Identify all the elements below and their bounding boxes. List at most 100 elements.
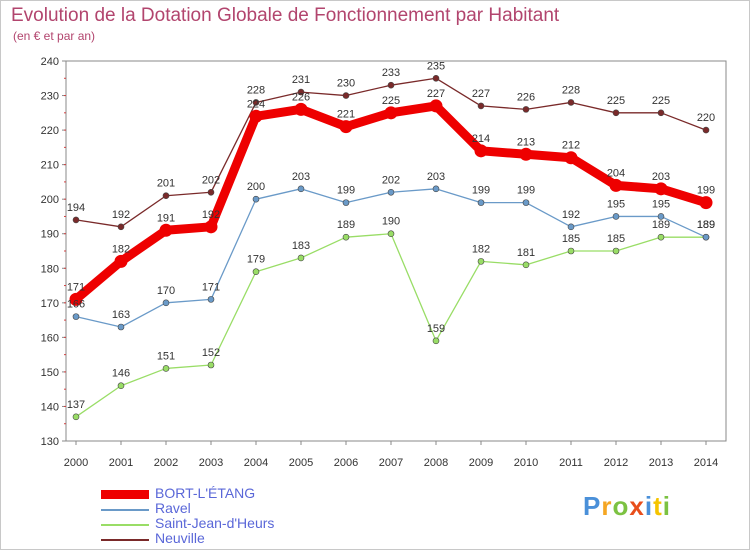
- data-label: 189: [652, 219, 670, 231]
- data-label: 171: [202, 281, 220, 293]
- legend-label: Ravel: [155, 500, 191, 516]
- data-point: [609, 178, 623, 192]
- data-point: [69, 292, 83, 306]
- data-label: 214: [472, 133, 490, 145]
- data-label: 181: [517, 247, 535, 259]
- proxiti-logo: Proxiti: [583, 491, 671, 521]
- data-label: 183: [292, 240, 310, 252]
- data-label: 137: [67, 399, 85, 411]
- data-point: [252, 268, 260, 276]
- data-label: 199: [337, 185, 355, 197]
- data-label: 189: [337, 219, 355, 231]
- data-label: 182: [472, 243, 490, 255]
- data-label: 230: [337, 78, 355, 90]
- data-point: [702, 233, 710, 241]
- x-tick-label: 2011: [559, 457, 583, 469]
- data-label: 192: [112, 209, 130, 221]
- x-tick-label: 2000: [64, 457, 88, 469]
- data-label: 233: [382, 67, 400, 79]
- data-point: [159, 223, 173, 237]
- data-point: [117, 223, 125, 231]
- data-labels: 171 182 191 192 224 226 221 225 227 214 213 212 204 2…: [67, 60, 715, 411]
- data-point: [297, 88, 305, 96]
- chart-subtitle: (en € et par an): [13, 29, 96, 43]
- data-label: 225: [607, 95, 625, 107]
- data-label: 199: [697, 185, 715, 197]
- data-point: [297, 254, 305, 262]
- legend-item: BORT-L'ÉTANG: [101, 485, 361, 502]
- data-point: [657, 233, 665, 241]
- data-label: 171: [67, 281, 85, 293]
- legend: BORT-L'ÉTANG Ravel Saint-Jean-d'Heurs Neuvi…: [101, 485, 361, 547]
- data-label: 201: [157, 178, 175, 190]
- x-tick-label: 2012: [604, 457, 628, 469]
- data-point: [654, 182, 668, 196]
- data-point: [342, 233, 350, 241]
- data-point: [612, 213, 620, 220]
- data-point: [114, 254, 128, 268]
- data-point: [297, 185, 305, 193]
- legend-label: Neuville: [155, 530, 205, 546]
- legend-swatch: [101, 490, 149, 499]
- data-point: [519, 147, 533, 161]
- legend-swatch: [101, 539, 149, 541]
- y-tick-label: 150: [41, 367, 59, 379]
- y-tick-label: 240: [41, 56, 59, 68]
- data-point: [612, 247, 620, 255]
- data-point: [522, 199, 530, 206]
- legend-item: Neuville: [101, 530, 361, 547]
- data-point: [207, 361, 215, 369]
- data-label: 195: [652, 198, 670, 210]
- data-label: 189: [697, 219, 715, 231]
- data-label: 225: [382, 95, 400, 107]
- data-label: 194: [67, 202, 85, 214]
- legend-swatch: [101, 509, 149, 511]
- data-label: 221: [337, 109, 355, 121]
- data-label: 185: [607, 233, 625, 245]
- data-label: 163: [112, 309, 130, 321]
- data-label: 151: [157, 350, 175, 362]
- x-tick-label: 2003: [199, 457, 223, 469]
- x-tick-label: 2008: [424, 457, 448, 469]
- x-tick-label: 2002: [154, 457, 178, 469]
- data-label: 231: [292, 74, 310, 86]
- legend-swatch: [101, 524, 149, 526]
- data-label: 202: [202, 174, 220, 186]
- data-point: [612, 109, 620, 117]
- x-tick-label: 2010: [514, 457, 538, 469]
- data-point: [387, 81, 395, 89]
- data-point: [162, 192, 170, 200]
- data-point: [339, 120, 353, 134]
- data-label: 159: [427, 323, 445, 335]
- data-label: 191: [157, 212, 175, 224]
- data-point: [564, 151, 578, 165]
- data-point: [342, 199, 350, 206]
- data-label: 212: [562, 140, 580, 152]
- data-point: [384, 106, 398, 120]
- legend-label: Saint-Jean-d'Heurs: [155, 515, 275, 531]
- y-tick-label: 220: [41, 125, 59, 137]
- data-label: 202: [382, 174, 400, 186]
- data-label: 204: [607, 167, 625, 179]
- data-point: [477, 102, 485, 110]
- chart-title: Evolution de la Dotation Globale de Fonc…: [11, 5, 560, 26]
- data-label: 182: [112, 243, 130, 255]
- data-point: [162, 299, 170, 307]
- data-point: [342, 92, 350, 99]
- y-tick-label: 180: [41, 263, 59, 275]
- data-label: 152: [202, 347, 220, 359]
- data-point: [387, 188, 395, 196]
- data-point: [699, 196, 713, 210]
- axes: 130 140 150 160 170 180 190 200 210 220 230 240 2000…: [41, 56, 727, 469]
- x-tick-label: 2001: [109, 457, 133, 469]
- x-tick-label: 2004: [244, 457, 268, 469]
- data-label: 235: [427, 60, 445, 72]
- x-tick-label: 2006: [334, 457, 358, 469]
- y-tick-label: 160: [41, 332, 59, 344]
- data-label: 224: [247, 98, 265, 110]
- data-point: [204, 220, 218, 234]
- x-tick-label: 2013: [649, 457, 673, 469]
- data-point: [567, 223, 575, 231]
- data-label: 199: [517, 185, 535, 197]
